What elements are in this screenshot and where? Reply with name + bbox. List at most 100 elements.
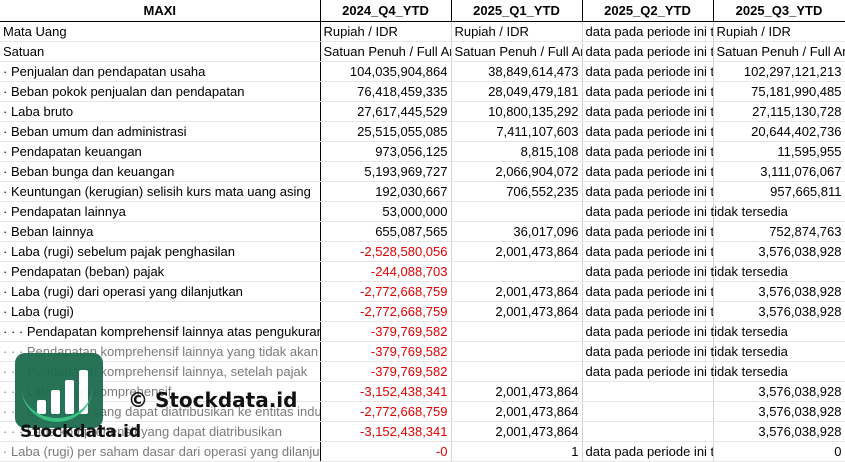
cell-value[interactable]: 192,030,667 [320, 181, 452, 202]
row-label[interactable]: · Beban bunga dan keuangan [0, 161, 321, 182]
cell-value[interactable]: 0 [713, 441, 845, 462]
cell-value[interactable]: Satuan Penuh / Full Amount [713, 41, 845, 62]
cell-value[interactable]: 3,576,038,928 [713, 241, 845, 262]
cell-value[interactable]: data pada periode ini tidak tersedia [582, 281, 714, 302]
cell-value[interactable]: 2,001,473,864 [451, 281, 583, 302]
cell-value[interactable]: data pada periode ini tidak tersedia [582, 101, 714, 122]
cell-value[interactable]: 5,193,969,727 [320, 161, 452, 182]
cell-value[interactable]: -379,769,582 [320, 321, 452, 342]
row-label[interactable]: · Laba (rugi) per saham dasar dari opera… [0, 441, 321, 462]
cell-value[interactable]: Satuan Penuh / Full Amount [320, 41, 452, 62]
cell-value[interactable]: data pada periode ini tidak tersedia [582, 121, 714, 142]
cell-value[interactable]: 8,815,108 [451, 141, 583, 162]
cell-value[interactable]: -2,772,668,759 [320, 401, 452, 422]
cell-value[interactable]: -2,772,668,759 [320, 301, 452, 322]
cell-value[interactable]: -3,152,438,341 [320, 421, 452, 442]
cell-value[interactable] [451, 321, 583, 342]
row-label[interactable]: · Beban lainnya [0, 221, 321, 242]
cell-value[interactable]: data pada periode ini tidak tersedia [582, 341, 788, 362]
cell-value[interactable]: 10,800,135,292 [451, 101, 583, 122]
cell-value[interactable] [582, 381, 714, 402]
cell-value[interactable]: 2,001,473,864 [451, 241, 583, 262]
cell-value[interactable]: -2,772,668,759 [320, 281, 452, 302]
row-label[interactable]: · Pendapatan (beban) pajak [0, 261, 321, 282]
cell-value[interactable]: data pada periode ini tidak tersedia [582, 301, 714, 322]
cell-value[interactable]: -379,769,582 [320, 361, 452, 382]
cell-value[interactable]: data pada periode ini tidak tersedia [582, 221, 714, 242]
cell-value[interactable]: 27,115,130,728 [713, 101, 845, 122]
cell-value[interactable]: 53,000,000 [320, 201, 452, 222]
cell-value[interactable]: 36,017,096 [451, 221, 583, 242]
cell-value[interactable]: 75,181,990,485 [713, 81, 845, 102]
cell-value[interactable]: 25,515,055,085 [320, 121, 452, 142]
cell-value[interactable] [451, 201, 583, 222]
period-header[interactable]: 2025_Q3_YTD [713, 0, 845, 22]
cell-value[interactable]: 76,418,459,335 [320, 81, 452, 102]
cell-value[interactable]: -3,152,438,341 [320, 381, 452, 402]
row-label[interactable]: · Beban pokok penjualan dan pendapatan [0, 81, 321, 102]
cell-value[interactable]: data pada periode ini tidak tersedia [582, 161, 714, 182]
row-label[interactable]: · Penjualan dan pendapatan usaha [0, 61, 321, 82]
cell-value[interactable]: data pada periode ini tidak tersedia [582, 41, 714, 62]
row-label[interactable]: · · · Pendapatan komprehensif lainnya at… [0, 321, 321, 342]
row-label[interactable]: · Laba bruto [0, 101, 321, 122]
cell-value[interactable]: -244,088,703 [320, 261, 452, 282]
cell-value[interactable]: 706,552,235 [451, 181, 583, 202]
cell-value[interactable]: 102,297,121,213 [713, 61, 845, 82]
cell-value[interactable]: data pada periode ini tidak tersedia [582, 81, 714, 102]
cell-value[interactable]: data pada periode ini tidak tersedia [582, 241, 714, 262]
cell-value[interactable]: 11,595,955 [713, 141, 845, 162]
row-label[interactable]: · Laba (rugi) [0, 301, 321, 322]
cell-value[interactable]: data pada periode ini tidak tersedia [582, 321, 788, 342]
cell-value[interactable]: data pada periode ini tidak tersedia [582, 181, 714, 202]
cell-value[interactable] [451, 341, 583, 362]
row-label[interactable]: · Laba (rugi) dari operasi yang dilanjut… [0, 281, 321, 302]
cell-value[interactable]: data pada periode ini tidak tersedia [582, 361, 788, 382]
row-label[interactable]: Mata Uang [0, 21, 321, 42]
cell-value[interactable] [582, 401, 714, 422]
cell-value[interactable] [451, 261, 583, 282]
cell-value[interactable]: 752,874,763 [713, 221, 845, 242]
cell-value[interactable]: 104,035,904,864 [320, 61, 452, 82]
cell-value[interactable]: 2,001,473,864 [451, 381, 583, 402]
cell-value[interactable]: Rupiah / IDR [451, 21, 583, 42]
row-label[interactable]: · Laba (rugi) sebelum pajak penghasilan [0, 241, 321, 262]
cell-value[interactable]: 38,849,614,473 [451, 61, 583, 82]
cell-value[interactable]: Rupiah / IDR [713, 21, 845, 42]
cell-value[interactable]: 3,576,038,928 [713, 381, 845, 402]
cell-value[interactable]: 973,056,125 [320, 141, 452, 162]
row-label[interactable]: · Pendapatan lainnya [0, 201, 321, 222]
period-header[interactable]: 2025_Q2_YTD [582, 0, 714, 22]
cell-value[interactable]: 3,576,038,928 [713, 421, 845, 442]
cell-value[interactable]: 957,665,811 [713, 181, 845, 202]
cell-value[interactable]: 3,576,038,928 [713, 401, 845, 422]
cell-value[interactable]: 655,087,565 [320, 221, 452, 242]
cell-value[interactable]: 2,001,473,864 [451, 301, 583, 322]
row-label[interactable]: Satuan [0, 41, 321, 62]
cell-value[interactable]: 3,576,038,928 [713, 281, 845, 302]
cell-value[interactable]: Rupiah / IDR [320, 21, 452, 42]
row-label[interactable]: · Pendapatan keuangan [0, 141, 321, 162]
cell-value[interactable]: data pada periode ini tidak tersedia [582, 61, 714, 82]
cell-value[interactable]: 28,049,479,181 [451, 81, 583, 102]
cell-value[interactable]: data pada periode ini tidak tersedia [582, 201, 788, 222]
period-header[interactable]: 2025_Q1_YTD [451, 0, 583, 22]
company-header[interactable]: MAXI [0, 0, 321, 22]
row-label[interactable]: · Keuntungan (kerugian) selisih kurs mat… [0, 181, 321, 202]
cell-value[interactable]: 2,066,904,072 [451, 161, 583, 182]
cell-value[interactable]: -0 [320, 441, 452, 462]
cell-value[interactable]: 3,111,076,067 [713, 161, 845, 182]
cell-value[interactable]: -379,769,582 [320, 341, 452, 362]
cell-value[interactable] [582, 421, 714, 442]
cell-value[interactable]: 2,001,473,864 [451, 421, 583, 442]
cell-value[interactable]: 1 [451, 441, 583, 462]
period-header[interactable]: 2024_Q4_YTD [320, 0, 452, 22]
cell-value[interactable]: data pada periode ini tidak tersedia [582, 21, 714, 42]
row-label[interactable]: · Beban umum dan administrasi [0, 121, 321, 142]
cell-value[interactable]: 3,576,038,928 [713, 301, 845, 322]
cell-value[interactable]: -2,528,580,056 [320, 241, 452, 262]
cell-value[interactable]: 20,644,402,736 [713, 121, 845, 142]
cell-value[interactable] [451, 361, 583, 382]
cell-value[interactable]: 2,001,473,864 [451, 401, 583, 422]
cell-value[interactable]: data pada periode ini tidak tersedia [582, 141, 714, 162]
